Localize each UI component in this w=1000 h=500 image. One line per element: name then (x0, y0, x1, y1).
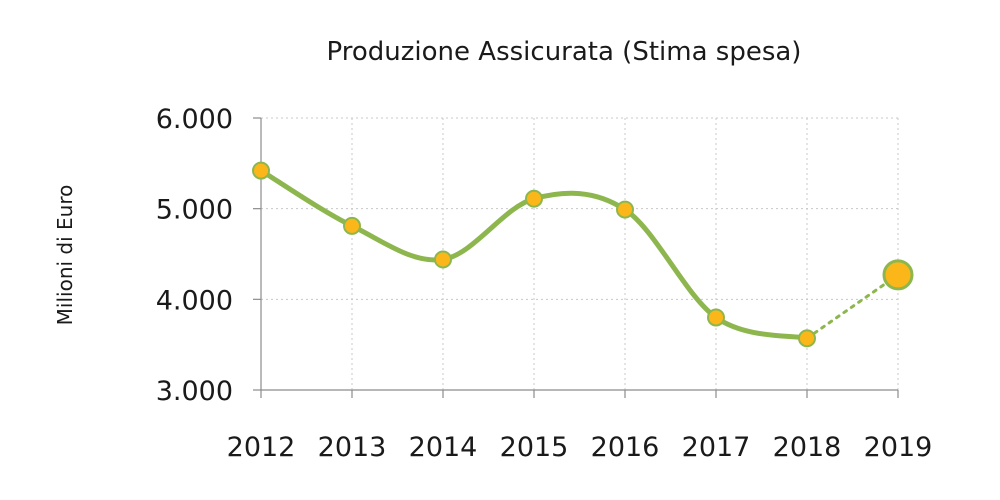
x-tick-label: 2017 (682, 432, 751, 463)
x-tick-label: 2012 (227, 432, 296, 463)
x-tick-label: 2019 (864, 432, 933, 463)
tick-labels: 3.000 4.000 5.000 6.000 2012 2013 2014 2015 2016… (156, 104, 933, 463)
data-point-2013 (343, 216, 361, 235)
data-point-2018 (798, 329, 816, 348)
series (252, 161, 914, 348)
y-axis-label: Milioni di Euro (53, 185, 77, 326)
x-tick-label: 2015 (500, 432, 569, 463)
y-tick-label: 4.000 (156, 285, 233, 316)
estimate-dotted-line (805, 273, 900, 340)
data-point-2014 (434, 250, 452, 269)
x-tick-label: 2016 (591, 432, 660, 463)
axes (253, 117, 899, 398)
y-tick-label: 5.000 (156, 195, 233, 226)
data-point-estimate-2019 (882, 259, 914, 291)
x-tick-label: 2018 (773, 432, 842, 463)
data-point-2017 (707, 308, 725, 327)
x-tick-label: 2013 (318, 432, 387, 463)
grid (261, 117, 899, 390)
x-tick-label: 2014 (409, 432, 478, 463)
data-point-2012 (252, 161, 270, 180)
y-tick-label: 6.000 (156, 104, 233, 135)
data-point-2015 (525, 189, 543, 208)
chart-title: Produzione Assicurata (Stima spesa) (327, 37, 802, 67)
data-point-2016 (616, 200, 634, 219)
y-tick-label: 3.000 (156, 376, 233, 407)
